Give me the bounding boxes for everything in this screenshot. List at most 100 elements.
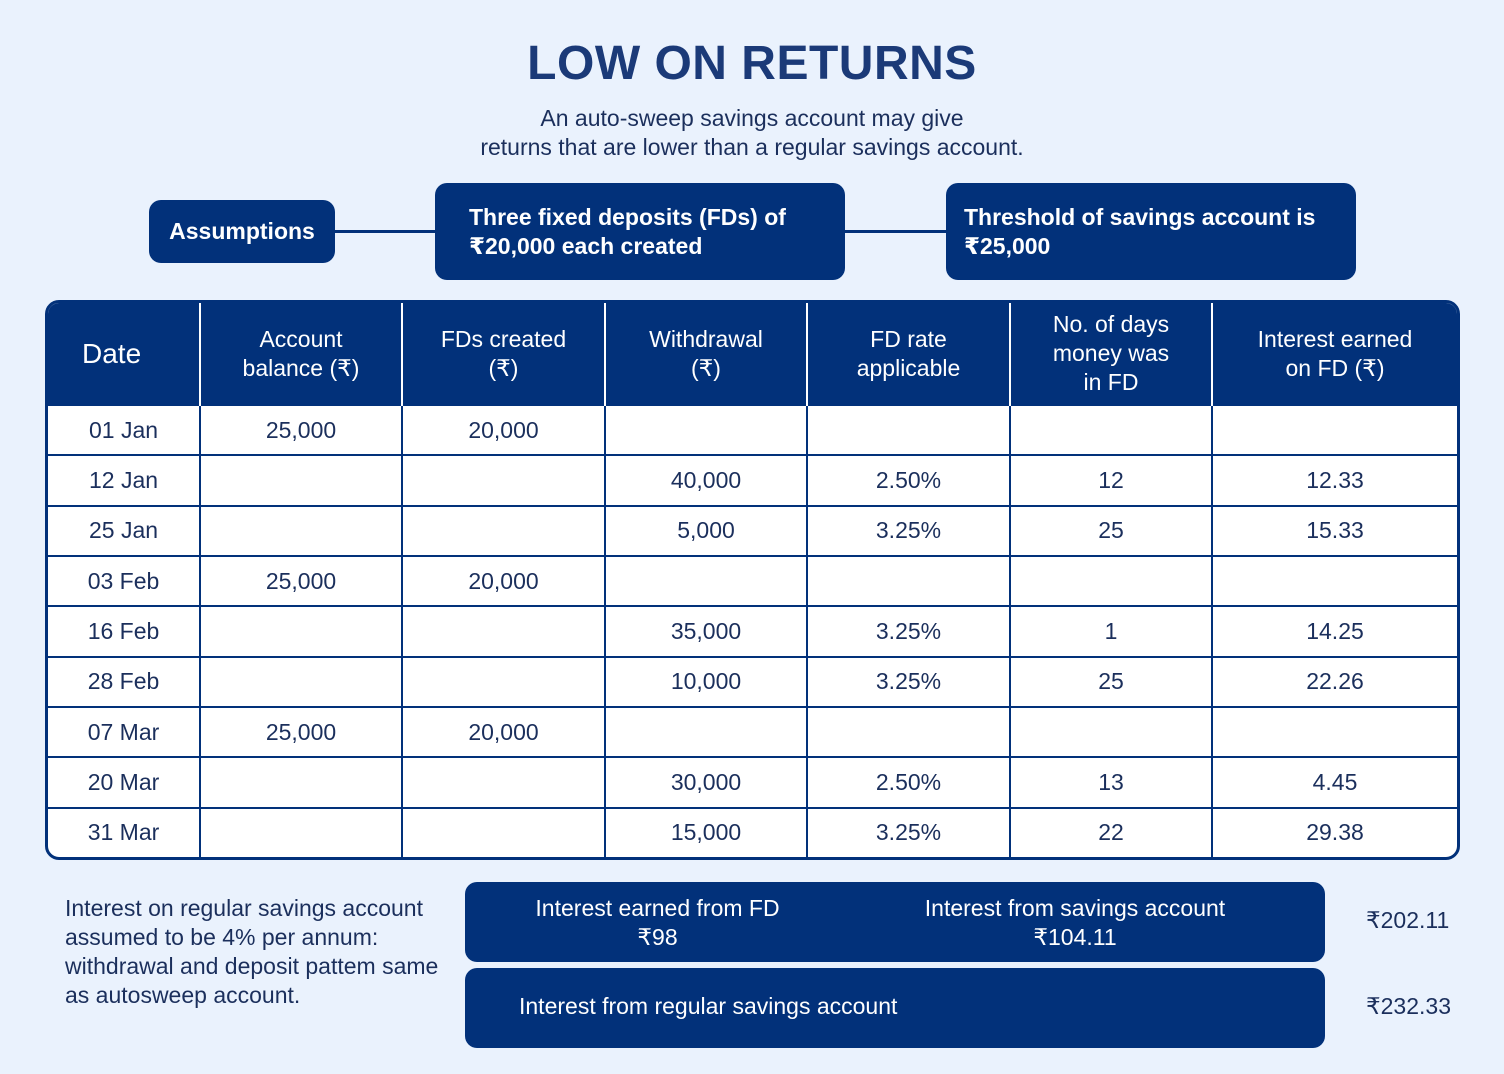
- cell-date: 25 Jan: [48, 504, 201, 556]
- cell-days-in-fd: [1010, 554, 1213, 607]
- regular-total: ₹232.33: [1366, 993, 1451, 1019]
- cell-interest-earned: [1212, 705, 1457, 758]
- cell-days-in-fd: 25: [1010, 504, 1213, 556]
- cell-days-in-fd: 12: [1010, 454, 1213, 506]
- savings-interest-value: ₹104.11: [1033, 924, 1117, 950]
- cell-date: 03 Feb: [48, 554, 201, 607]
- cell-fd-rate: 3.25%: [807, 806, 1011, 857]
- cell-account-balance: 25,000: [200, 705, 403, 758]
- cell-withdrawal: 30,000: [605, 756, 808, 808]
- cell-fd-rate: 3.25%: [807, 655, 1011, 707]
- cell-fd-rate: 3.25%: [807, 605, 1011, 657]
- threshold-assumption-line-2: ₹25,000: [964, 232, 1051, 259]
- cell-date: 12 Jan: [48, 454, 201, 506]
- fd-interest-summary: Interest earned from FD ₹98: [485, 894, 830, 952]
- autosweep-total: ₹202.11: [1366, 907, 1450, 933]
- cell-days-in-fd: [1010, 403, 1213, 456]
- cell-account-balance: [200, 806, 403, 857]
- regular-interest-label: Interest from regular savings account: [519, 993, 898, 1019]
- fd-interest-label: Interest earned from FD: [535, 895, 780, 921]
- cell-interest-earned: [1212, 403, 1457, 456]
- cell-account-balance: [200, 504, 403, 556]
- cell-account-balance: [200, 605, 403, 657]
- cell-interest-earned: 14.25: [1212, 605, 1457, 657]
- table-row: 01 Jan 25,000 20,000: [48, 403, 1457, 456]
- cell-date: 07 Mar: [48, 705, 201, 758]
- cell-fds-created: [402, 454, 606, 506]
- table-row: 16 Feb 35,000 3.25% 1 14.25: [48, 605, 1457, 657]
- header-account-balance: Account balance (₹): [200, 303, 403, 405]
- cell-fds-created: 20,000: [402, 403, 606, 456]
- cell-days-in-fd: 22: [1010, 806, 1213, 857]
- header-withdrawal: Withdrawal (₹): [605, 303, 808, 405]
- header-fds-created: FDs created (₹): [402, 303, 606, 405]
- assumptions-label: Assumptions: [149, 200, 335, 263]
- cell-account-balance: [200, 756, 403, 808]
- cell-date: 28 Feb: [48, 655, 201, 707]
- header-interest-earned: Interest earned on FD (₹): [1212, 303, 1457, 405]
- header-fd-rate: FD rate applicable: [807, 303, 1011, 405]
- cell-withdrawal: 35,000: [605, 605, 808, 657]
- cell-days-in-fd: 13: [1010, 756, 1213, 808]
- cell-interest-earned: 4.45: [1212, 756, 1457, 808]
- table-row: 31 Mar 15,000 3.25% 22 29.38: [48, 806, 1457, 857]
- cell-fd-rate: [807, 403, 1011, 456]
- cell-interest-earned: 22.26: [1212, 655, 1457, 707]
- cell-fd-rate: 2.50%: [807, 454, 1011, 506]
- regular-interest-box: Interest from regular savings account: [465, 968, 1325, 1048]
- cell-account-balance: 25,000: [200, 554, 403, 607]
- fd-interest-value: ₹98: [637, 924, 678, 950]
- cell-days-in-fd: 1: [1010, 605, 1213, 657]
- table-row: 12 Jan 40,000 2.50% 12 12.33: [48, 454, 1457, 506]
- cell-withdrawal: 40,000: [605, 454, 808, 506]
- cell-withdrawal: 15,000: [605, 806, 808, 857]
- cell-withdrawal: [605, 554, 808, 607]
- cell-fds-created: [402, 756, 606, 808]
- cell-fds-created: [402, 605, 606, 657]
- cell-fds-created: [402, 806, 606, 857]
- table-row: 03 Feb 25,000 20,000: [48, 554, 1457, 607]
- page-subtitle: An auto-sweep savings account may give r…: [0, 104, 1504, 162]
- threshold-assumption-box: Threshold of savings account is ₹25,000: [946, 183, 1356, 280]
- cell-fds-created: 20,000: [402, 705, 606, 758]
- table-header-row: Date Account balance (₹) FDs created (₹) W…: [48, 303, 1457, 405]
- cell-account-balance: [200, 655, 403, 707]
- fd-assumption-line-1: Three fixed deposits (FDs) of: [469, 203, 786, 230]
- cell-interest-earned: 29.38: [1212, 806, 1457, 857]
- table-row: 25 Jan 5,000 3.25% 25 15.33: [48, 504, 1457, 556]
- cell-fd-rate: [807, 554, 1011, 607]
- cell-interest-earned: [1212, 554, 1457, 607]
- cell-interest-earned: 12.33: [1212, 454, 1457, 506]
- cell-withdrawal: [605, 403, 808, 456]
- savings-interest-label: Interest from savings account: [924, 895, 1226, 921]
- header-days-in-fd: No. of days money was in FD: [1010, 303, 1213, 405]
- cell-fds-created: [402, 504, 606, 556]
- cell-days-in-fd: [1010, 705, 1213, 758]
- cell-fd-rate: 2.50%: [807, 756, 1011, 808]
- cell-fds-created: [402, 655, 606, 707]
- cell-withdrawal: [605, 705, 808, 758]
- table-row: 28 Feb 10,000 3.25% 25 22.26: [48, 655, 1457, 707]
- table-row: 20 Mar 30,000 2.50% 13 4.45: [48, 756, 1457, 808]
- savings-assumption-note: Interest on regular savings account assu…: [65, 895, 439, 1008]
- cell-withdrawal: 10,000: [605, 655, 808, 707]
- subtitle-line-2: returns that are lower than a regular sa…: [480, 134, 1024, 160]
- cell-account-balance: 25,000: [200, 403, 403, 456]
- assumptions-label-text: Assumptions: [169, 218, 315, 244]
- fd-assumption-line-2: ₹20,000 each created: [469, 232, 703, 259]
- savings-interest-summary: Interest from savings account ₹104.11: [885, 894, 1265, 952]
- cell-fd-rate: 3.25%: [807, 504, 1011, 556]
- threshold-assumption-line-1: Threshold of savings account is: [964, 203, 1316, 230]
- cell-fds-created: 20,000: [402, 554, 606, 607]
- cell-account-balance: [200, 454, 403, 506]
- cell-date: 31 Mar: [48, 806, 201, 857]
- fd-interest-table: Date Account balance (₹) FDs created (₹) W…: [45, 300, 1460, 860]
- subtitle-line-1: An auto-sweep savings account may give: [540, 105, 964, 131]
- assumptions-connector-1: [333, 230, 437, 233]
- cell-days-in-fd: 25: [1010, 655, 1213, 707]
- cell-date: 01 Jan: [48, 403, 201, 456]
- cell-date: 16 Feb: [48, 605, 201, 657]
- cell-withdrawal: 5,000: [605, 504, 808, 556]
- cell-interest-earned: 15.33: [1212, 504, 1457, 556]
- table-row: 07 Mar 25,000 20,000: [48, 705, 1457, 758]
